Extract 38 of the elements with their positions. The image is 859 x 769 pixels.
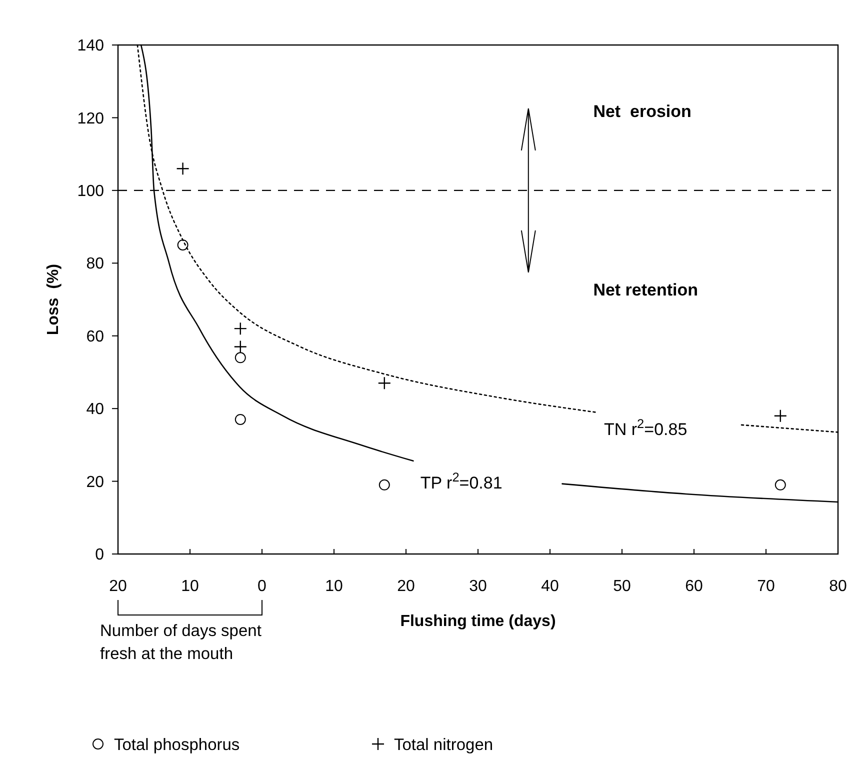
x-tick-label: 80 [829, 578, 847, 595]
x-tick-label: 20 [109, 578, 127, 595]
legend-label: Total nitrogen [394, 736, 494, 754]
annotation: Net retention [593, 280, 698, 300]
y-tick-label: 120 [77, 110, 104, 128]
y-tick-label: 80 [86, 256, 104, 273]
x-tick-label: 10 [325, 578, 343, 595]
point [774, 479, 786, 490]
y-tick-label: 60 [86, 328, 104, 346]
y-tick-label: 20 [86, 474, 104, 491]
x-tick-label: 10 [181, 578, 199, 595]
point [378, 479, 390, 490]
point [234, 414, 246, 425]
annotation: TN r$^{2}$=0.85 [604, 416, 688, 440]
y-tick-label: 100 [77, 183, 104, 200]
y-tick-label: 140 [77, 38, 104, 55]
legend-label: Total phosphorus [114, 736, 240, 754]
point [234, 322, 247, 336]
x-tick-label: 50 [613, 578, 631, 595]
point [774, 409, 787, 422]
point [177, 239, 188, 250]
point [234, 352, 246, 364]
y-tick-label: 40 [86, 401, 104, 418]
point [234, 340, 247, 354]
point [378, 376, 391, 390]
annotation: Net erosion [593, 102, 692, 122]
x-tick-label: 20 [397, 578, 415, 595]
x-tick-label: 60 [685, 578, 703, 595]
x-tick-label: 0 [258, 578, 267, 595]
x-tick-label: 40 [541, 578, 559, 595]
x-tick-label: 30 [469, 578, 487, 595]
annotation: TP r$^{2}$=0.81 [420, 469, 502, 493]
y-tick-label: 0 [95, 546, 104, 564]
text: Number of days spent fresh at the mouth [100, 621, 262, 665]
x-axis-title: Flushing time (days) [400, 613, 556, 630]
y-axis-title: Loss (%) [45, 264, 62, 336]
x-tick-label: 70 [757, 578, 775, 595]
point [176, 162, 190, 176]
